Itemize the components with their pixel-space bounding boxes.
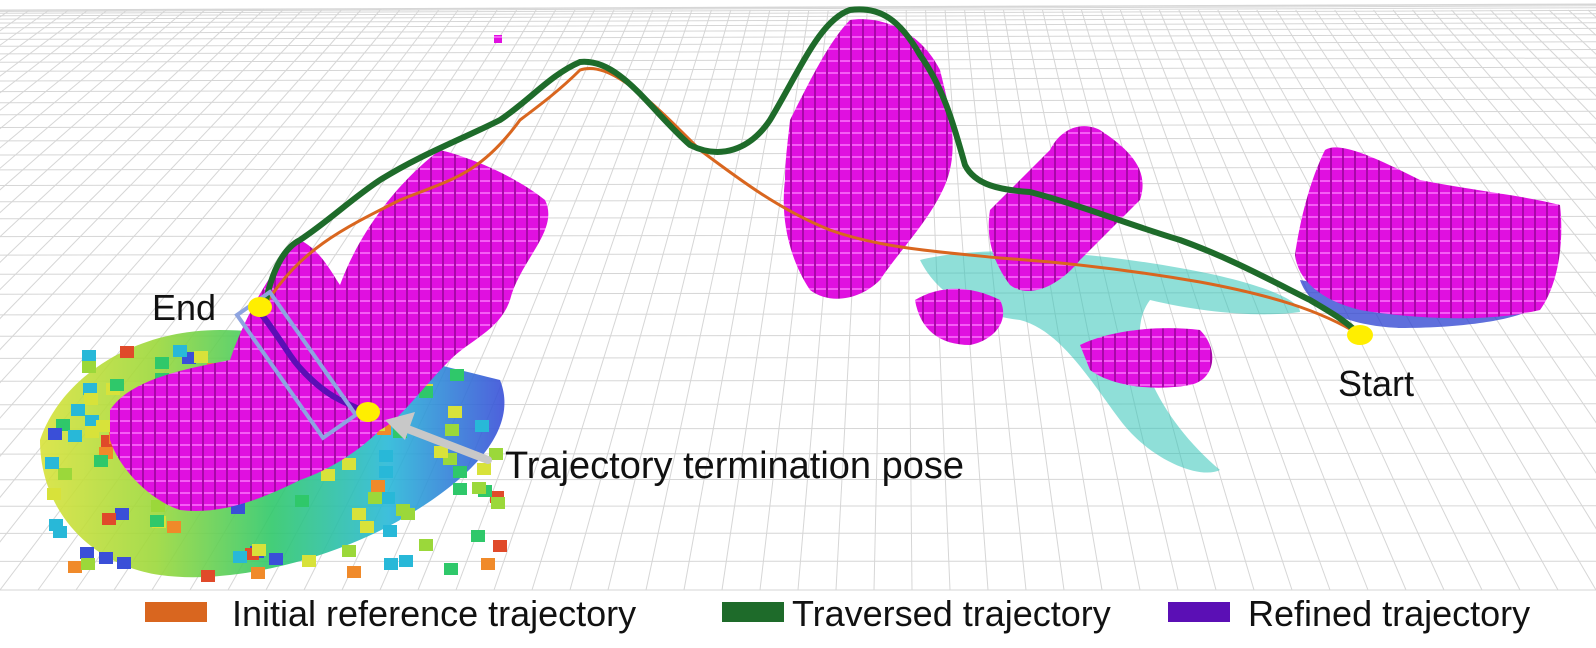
legend-swatch-refined bbox=[1168, 602, 1230, 622]
legend-item-refined: Refined trajectory bbox=[1168, 593, 1530, 634]
traversed-trajectory bbox=[262, 6, 1363, 338]
start-label: Start bbox=[1338, 363, 1414, 404]
voxel-cluster-bottom bbox=[915, 288, 1004, 345]
legend-swatch-initial-reference bbox=[145, 602, 207, 622]
legend-label-refined: Refined trajectory bbox=[1248, 593, 1530, 634]
termination-label: Trajectory termination pose bbox=[505, 445, 964, 487]
legend: Initial reference trajectory Traversed t… bbox=[145, 593, 1530, 634]
voxel-cluster-left bbox=[110, 150, 549, 511]
voxel-cluster-right bbox=[1295, 147, 1562, 319]
initial-reference-trajectory bbox=[263, 67, 1361, 337]
legend-item-initial-reference: Initial reference trajectory bbox=[145, 593, 636, 634]
termination-marker bbox=[356, 402, 380, 422]
start-marker bbox=[1347, 325, 1373, 345]
termination-arrow bbox=[385, 412, 492, 464]
map-voxels bbox=[110, 19, 1562, 511]
voxel-cluster-lower bbox=[1080, 328, 1213, 388]
legend-label-initial-reference: Initial reference trajectory bbox=[232, 593, 636, 634]
voxel-outlier bbox=[494, 35, 502, 43]
end-label: End bbox=[152, 287, 216, 328]
voxel-cluster-middle-right bbox=[988, 126, 1143, 291]
end-marker bbox=[248, 297, 272, 317]
refined-trajectory bbox=[259, 313, 369, 415]
legend-swatch-traversed bbox=[722, 602, 784, 622]
legend-item-traversed: Traversed trajectory bbox=[722, 593, 1111, 634]
legend-label-traversed: Traversed trajectory bbox=[792, 593, 1111, 634]
